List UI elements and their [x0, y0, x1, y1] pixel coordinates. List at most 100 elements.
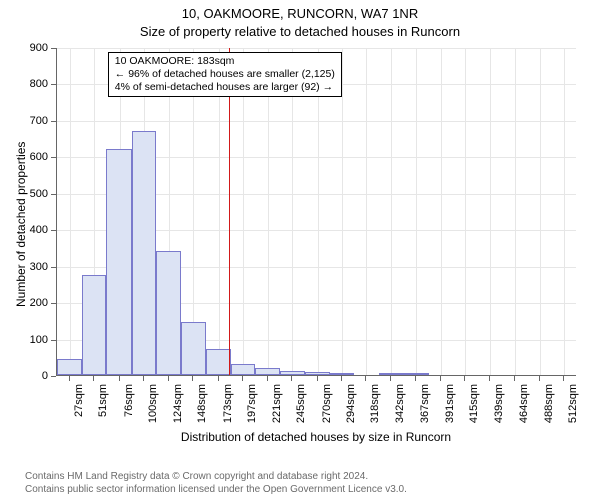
histogram-bar [404, 373, 428, 375]
xtick-label: 197sqm [246, 384, 258, 423]
xtick-label: 391sqm [444, 384, 456, 423]
xtick-mark [341, 376, 342, 381]
ytick-label: 900 [0, 42, 48, 54]
xtick-mark [218, 376, 219, 381]
xtick-mark [390, 376, 391, 381]
ytick-mark [51, 157, 56, 158]
xtick-label: 488sqm [543, 384, 555, 423]
gridline-h [57, 121, 576, 122]
gridline-v [70, 48, 71, 375]
xtick-label: 415sqm [468, 384, 480, 423]
xtick-mark [415, 376, 416, 381]
ytick-label: 100 [0, 334, 48, 346]
histogram-bar [132, 131, 156, 375]
footer-line2: Contains public sector information licen… [25, 484, 407, 497]
xtick-mark [93, 376, 94, 381]
xtick-mark [489, 376, 490, 381]
histogram-bar [156, 251, 180, 375]
xtick-mark [464, 376, 465, 381]
xtick-label: 100sqm [147, 384, 159, 423]
ytick-mark [51, 230, 56, 231]
annotation-line3: 4% of semi-detached houses are larger (9… [115, 81, 335, 94]
xtick-label: 512sqm [567, 384, 579, 423]
xtick-mark [440, 376, 441, 381]
ytick-label: 400 [0, 224, 48, 236]
xtick-label: 294sqm [345, 384, 357, 423]
xtick-label: 221sqm [271, 384, 283, 423]
xtick-mark [365, 376, 366, 381]
histogram-bar [231, 364, 255, 375]
footer-line1: Contains HM Land Registry data © Crown c… [25, 471, 407, 484]
histogram-bar [255, 368, 279, 375]
chart-title-line1: 10, OAKMOORE, RUNCORN, WA7 1NR [0, 6, 600, 21]
xtick-mark [539, 376, 540, 381]
xtick-mark [119, 376, 120, 381]
xtick-label: 367sqm [419, 384, 431, 423]
ytick-mark [51, 340, 56, 341]
x-axis-label: Distribution of detached houses by size … [56, 430, 576, 444]
xtick-mark [563, 376, 564, 381]
ytick-mark [51, 267, 56, 268]
xtick-label: 464sqm [518, 384, 530, 423]
annotation-line2: ← 96% of detached houses are smaller (2,… [115, 68, 335, 81]
xtick-mark [291, 376, 292, 381]
gridline-v [366, 48, 367, 375]
histogram-bar [206, 349, 230, 375]
ytick-mark [51, 121, 56, 122]
xtick-label: 270sqm [321, 384, 333, 423]
xtick-label: 27sqm [73, 384, 85, 417]
histogram-bar [57, 359, 82, 375]
xtick-mark [168, 376, 169, 381]
gridline-v [441, 48, 442, 375]
ytick-label: 700 [0, 115, 48, 127]
xtick-mark [143, 376, 144, 381]
ytick-label: 200 [0, 297, 48, 309]
ytick-mark [51, 48, 56, 49]
histogram-bar [330, 373, 354, 375]
xtick-mark [514, 376, 515, 381]
gridline-v [465, 48, 466, 375]
gridline-v [391, 48, 392, 375]
xtick-label: 51sqm [97, 384, 109, 417]
gridline-v [490, 48, 491, 375]
ytick-label: 600 [0, 151, 48, 163]
chart-container: 10, OAKMOORE, RUNCORN, WA7 1NR Size of p… [0, 0, 600, 500]
chart-title-line2: Size of property relative to detached ho… [0, 24, 600, 39]
ytick-label: 300 [0, 261, 48, 273]
gridline-h [57, 48, 576, 49]
gridline-v [416, 48, 417, 375]
ytick-mark [51, 194, 56, 195]
histogram-bar [280, 371, 305, 375]
gridline-v [515, 48, 516, 375]
xtick-mark [267, 376, 268, 381]
xtick-label: 76sqm [123, 384, 135, 417]
xtick-label: 148sqm [196, 384, 208, 423]
xtick-label: 342sqm [394, 384, 406, 423]
xtick-label: 124sqm [172, 384, 184, 423]
gridline-v [342, 48, 343, 375]
chart-footer: Contains HM Land Registry data © Crown c… [25, 471, 407, 496]
histogram-bar [181, 322, 206, 375]
xtick-label: 439sqm [493, 384, 505, 423]
gridline-v [540, 48, 541, 375]
histogram-bar [82, 275, 106, 375]
xtick-mark [69, 376, 70, 381]
xtick-mark [317, 376, 318, 381]
xtick-mark [192, 376, 193, 381]
ytick-label: 800 [0, 78, 48, 90]
ytick-label: 0 [0, 370, 48, 382]
gridline-v [564, 48, 565, 375]
histogram-bar [305, 372, 329, 375]
xtick-label: 245sqm [295, 384, 307, 423]
annotation-line1: 10 OAKMOORE: 183sqm [115, 55, 335, 68]
annotation-box: 10 OAKMOORE: 183sqm ← 96% of detached ho… [108, 52, 342, 97]
ytick-mark [51, 303, 56, 304]
histogram-bar [379, 373, 404, 375]
ytick-mark [51, 84, 56, 85]
ytick-mark [51, 376, 56, 377]
ytick-label: 500 [0, 188, 48, 200]
histogram-bar [106, 149, 131, 375]
xtick-mark [242, 376, 243, 381]
xtick-label: 318sqm [369, 384, 381, 423]
xtick-label: 173sqm [222, 384, 234, 423]
